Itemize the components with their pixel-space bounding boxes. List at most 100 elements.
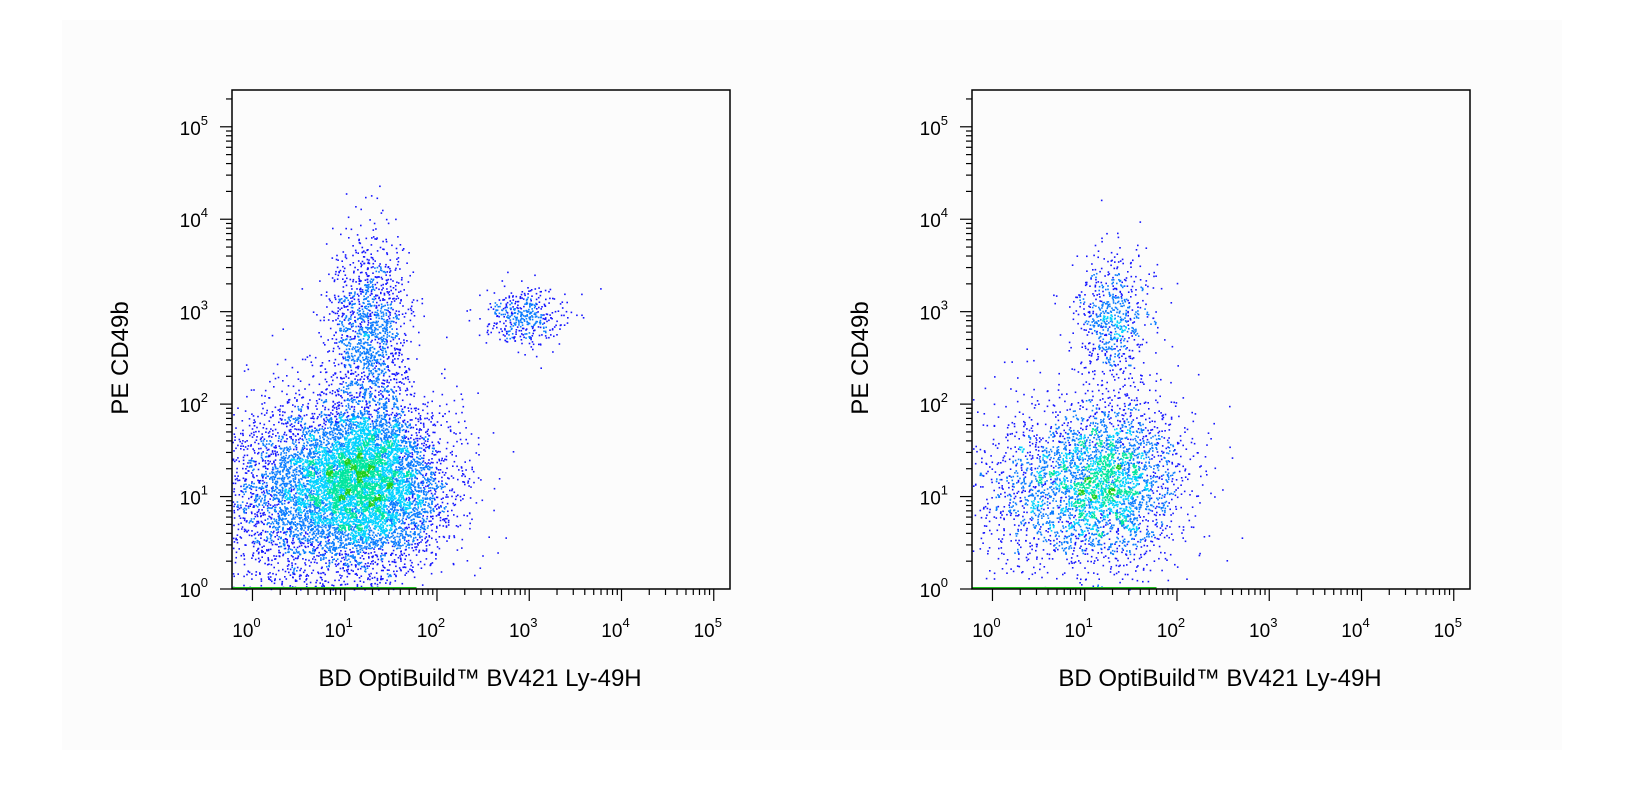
data-point xyxy=(446,467,448,470)
data-point xyxy=(277,470,279,472)
data-point xyxy=(312,550,314,552)
data-point xyxy=(336,426,339,429)
data-point xyxy=(386,461,389,463)
data-point xyxy=(416,469,419,472)
data-point xyxy=(347,468,350,471)
data-point xyxy=(307,512,309,515)
data-point xyxy=(352,416,354,419)
data-point xyxy=(400,474,403,476)
data-point xyxy=(395,500,397,503)
data-point xyxy=(253,482,255,485)
data-point xyxy=(372,509,375,512)
data-point xyxy=(323,319,325,322)
data-point xyxy=(379,511,382,514)
scatter-plot-left: PE CD49b BD OptiBuild™ BV421 Ly-49H 1001… xyxy=(107,89,731,692)
data-point xyxy=(266,563,269,566)
data-point xyxy=(452,465,454,467)
data-point xyxy=(343,421,345,423)
data-point xyxy=(405,424,407,426)
data-point xyxy=(375,471,378,473)
data-point xyxy=(369,545,371,547)
data-point xyxy=(388,473,390,476)
data-point xyxy=(360,493,363,495)
data-point xyxy=(388,494,391,496)
data-point xyxy=(355,432,357,435)
data-point xyxy=(371,497,373,499)
data-point xyxy=(296,462,298,464)
data-point xyxy=(383,471,386,474)
data-point xyxy=(404,489,407,492)
data-point xyxy=(386,484,388,487)
data-point xyxy=(429,462,431,465)
data-point xyxy=(350,380,353,383)
data-point xyxy=(294,557,297,560)
data-point xyxy=(413,510,416,513)
data-point xyxy=(351,444,353,446)
data-point xyxy=(375,485,378,488)
data-point xyxy=(337,443,340,446)
data-point xyxy=(348,505,350,507)
data-point xyxy=(428,444,431,447)
data-point xyxy=(366,491,369,493)
data-point xyxy=(383,476,386,479)
data-point xyxy=(410,475,412,478)
data-point xyxy=(367,484,369,486)
data-point xyxy=(294,405,296,408)
data-point xyxy=(337,511,340,513)
data-point xyxy=(384,402,387,404)
data-point xyxy=(374,561,377,564)
data-point xyxy=(335,422,338,424)
data-point xyxy=(329,551,332,553)
data-point xyxy=(338,504,341,506)
data-point xyxy=(367,539,370,541)
data-point xyxy=(421,522,424,524)
data-point xyxy=(288,510,290,513)
data-point xyxy=(357,430,359,433)
data-point xyxy=(285,452,288,454)
data-point xyxy=(380,505,382,508)
data-point xyxy=(354,417,357,420)
data-point xyxy=(356,433,359,435)
data-point xyxy=(378,478,380,480)
data-point xyxy=(417,443,419,446)
data-point xyxy=(341,486,343,489)
data-point xyxy=(316,408,318,410)
data-point xyxy=(420,482,422,485)
data-point xyxy=(390,529,392,531)
data-point xyxy=(456,385,458,388)
data-point xyxy=(424,508,426,510)
data-point xyxy=(358,510,360,513)
data-point xyxy=(353,408,356,411)
data-point xyxy=(361,466,363,468)
data-point xyxy=(344,500,347,503)
data-point xyxy=(395,423,397,426)
data-point xyxy=(399,499,402,502)
data-point xyxy=(328,478,331,481)
data-point xyxy=(338,497,341,499)
data-point xyxy=(357,443,359,445)
data-point xyxy=(372,459,375,462)
data-point xyxy=(446,483,448,485)
data-point xyxy=(411,491,413,494)
data-point xyxy=(335,457,338,460)
data-point xyxy=(342,389,345,392)
data-point xyxy=(400,530,403,532)
data-point xyxy=(376,428,379,431)
data-point xyxy=(386,489,389,491)
data-point xyxy=(392,481,395,483)
data-point xyxy=(277,453,280,456)
data-point xyxy=(355,513,357,516)
data-point xyxy=(342,449,344,451)
data-point xyxy=(380,438,383,441)
data-point xyxy=(357,422,360,425)
data-point xyxy=(377,458,379,461)
data-point xyxy=(383,446,385,449)
data-point xyxy=(407,484,409,487)
data-point xyxy=(477,392,479,394)
data-point xyxy=(394,414,396,417)
data-point xyxy=(409,501,412,504)
data-point xyxy=(311,434,313,436)
data-point xyxy=(403,539,406,542)
data-point xyxy=(335,530,337,533)
data-point xyxy=(380,417,383,420)
